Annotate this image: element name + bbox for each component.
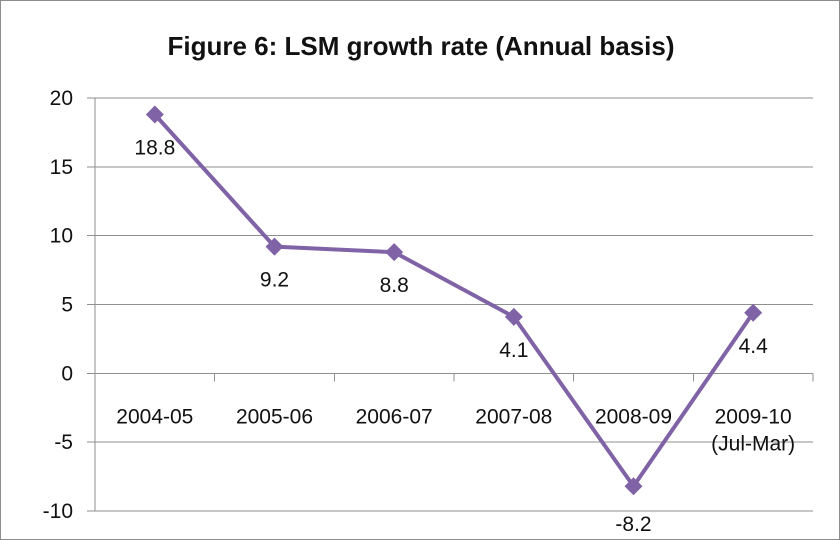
data-point-marker [145, 105, 164, 124]
data-point-marker [504, 307, 523, 326]
data-point-marker [385, 243, 404, 262]
y-tick-label: -10 [43, 500, 73, 523]
x-tick-label: 2005-06 [236, 405, 313, 428]
gridlines [95, 97, 813, 512]
data-point-marker [744, 303, 763, 322]
data-label: 4.1 [499, 339, 528, 362]
y-tick-label: 10 [50, 225, 73, 248]
data-label: -8.2 [615, 513, 651, 536]
x-tick-label: 2004-05 [116, 405, 193, 428]
data-label: 8.8 [380, 274, 409, 297]
y-tick-label: 20 [50, 87, 73, 110]
data-label: 4.4 [739, 335, 769, 358]
data-point-marker [624, 477, 643, 496]
data-label: 9.2 [260, 269, 289, 292]
x-tick-label: 2008-09 [595, 405, 672, 428]
data-series [145, 105, 763, 496]
y-tick-label: 15 [50, 156, 73, 179]
data-point-marker [265, 237, 284, 256]
x-tick-label: 2007-08 [475, 405, 552, 428]
y-tick-label: 0 [61, 362, 73, 385]
x-tick-label: 2009-10 (Jul-Mar) [711, 405, 795, 455]
chart-title: Figure 6: LSM growth rate (Annual basis) [167, 31, 674, 61]
axes: 20 15 10 5 0 -5 -10 2004-05 2005-06 2006-07 2007-0… [43, 87, 814, 523]
y-tick-label: -5 [54, 431, 73, 454]
data-labels: 18.8 9.2 8.8 4.1 -8.2 4.4 [134, 137, 768, 537]
x-tick-label: 2006-07 [356, 405, 433, 428]
series-line [152, 112, 756, 489]
data-label: 18.8 [134, 137, 175, 160]
y-tick-label: 5 [61, 294, 73, 317]
